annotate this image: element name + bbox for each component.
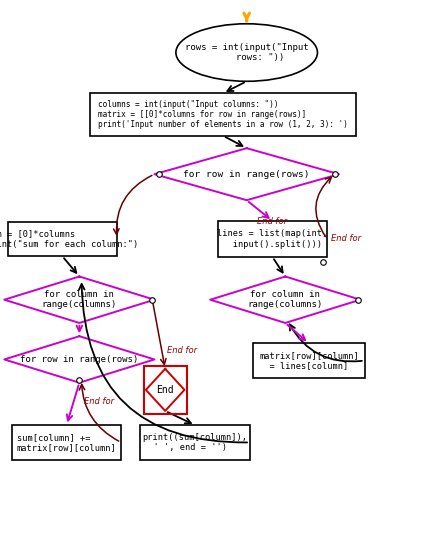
Text: for column in
range(columns): for column in range(columns): [42, 290, 117, 310]
FancyBboxPatch shape: [141, 425, 250, 460]
Text: matrix[row][column]
  = lines[column]: matrix[row][column] = lines[column]: [259, 351, 359, 371]
Text: End for: End for: [331, 234, 362, 243]
Polygon shape: [4, 276, 154, 323]
FancyBboxPatch shape: [218, 221, 327, 257]
Polygon shape: [154, 148, 339, 200]
Text: print((sum[column]),
  ' ', end = ''): print((sum[column]), ' ', end = ''): [143, 432, 248, 452]
Text: sum[column] +=
matrix[row][column]: sum[column] += matrix[row][column]: [17, 432, 116, 452]
Text: End for: End for: [167, 346, 197, 355]
Text: sum = [0]*columns
print("sum for each column:"): sum = [0]*columns print("sum for each co…: [0, 229, 138, 249]
Text: lines = list(map(int,
   input().split())): lines = list(map(int, input().split())): [218, 229, 327, 249]
Ellipse shape: [176, 24, 317, 81]
Text: columns = int(input("Input columns: "))
matrix = [[0]*columns for row in range(r: columns = int(input("Input columns: ")) …: [98, 100, 348, 129]
Text: for row in range(rows): for row in range(rows): [184, 170, 310, 179]
Text: End for: End for: [84, 397, 114, 405]
FancyBboxPatch shape: [7, 222, 117, 256]
Text: End for: End for: [257, 217, 287, 226]
Text: rows = int(input("Input
     rows: ")): rows = int(input("Input rows: ")): [185, 43, 308, 62]
Text: End: End: [156, 385, 174, 395]
FancyBboxPatch shape: [253, 343, 365, 378]
Polygon shape: [210, 276, 360, 323]
FancyBboxPatch shape: [90, 93, 356, 135]
Text: for column in
range(columns): for column in range(columns): [248, 290, 323, 310]
Text: for row in range(rows): for row in range(rows): [20, 355, 139, 364]
Polygon shape: [146, 369, 184, 411]
FancyBboxPatch shape: [12, 425, 121, 460]
Polygon shape: [4, 336, 154, 383]
